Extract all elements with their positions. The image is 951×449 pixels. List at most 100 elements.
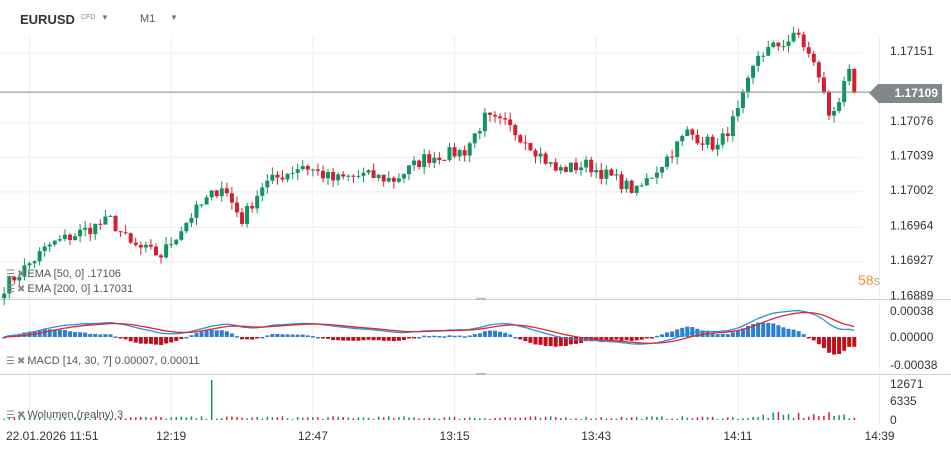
volume-bar (661, 416, 663, 420)
candle-body (685, 129, 690, 136)
volume-bar (787, 414, 790, 420)
candle-body (245, 205, 250, 224)
volume-bar (666, 418, 668, 420)
volume-bar (352, 418, 355, 420)
macd-histogram-bar (73, 332, 78, 337)
volume-bar (337, 416, 339, 420)
volume-bar (322, 418, 324, 420)
macd-histogram-bar (407, 337, 411, 339)
menu-icon[interactable]: ☰ (6, 356, 15, 367)
menu-icon[interactable]: ☰ (6, 284, 15, 295)
macd-histogram-bar (751, 324, 756, 337)
volume-bar (615, 418, 618, 420)
volume-bar (448, 416, 451, 420)
volume-bar (48, 418, 51, 420)
volume-bar (463, 418, 466, 420)
candle-body (255, 195, 260, 209)
candle-body (735, 107, 740, 117)
close-icon[interactable]: ✖ (16, 356, 26, 367)
volume-bar (403, 416, 405, 420)
macd-histogram-bar (391, 337, 396, 342)
volume-bar (641, 419, 643, 420)
candle-body (128, 233, 133, 243)
symbol-selector[interactable]: EURUSD (20, 12, 75, 27)
candle-body (634, 185, 639, 193)
macd-tick-label: 0.00000 (890, 330, 934, 344)
volume-bar (418, 418, 420, 420)
candle-body (761, 55, 766, 57)
macd-histogram-bar (98, 334, 103, 337)
candle-body (159, 255, 164, 258)
macd-histogram-bar (159, 337, 164, 346)
macd-histogram-bar (675, 329, 680, 337)
macd-histogram-bar (361, 337, 366, 341)
macd-histogram-bar (558, 337, 563, 347)
volume-bar (524, 417, 527, 420)
candle-body (204, 197, 209, 205)
macd-histogram-bar (771, 323, 776, 337)
volume-bar (165, 418, 167, 420)
volume-bar (114, 418, 117, 420)
macd-histogram-bar (376, 337, 381, 341)
macd-histogram-bar (47, 329, 52, 337)
volume-bar (246, 418, 248, 420)
candle-body (229, 193, 234, 203)
macd-histogram-bar (801, 334, 806, 337)
candle-body (776, 42, 781, 47)
candle-body (675, 141, 680, 157)
macd-histogram-bar (280, 334, 285, 337)
volume-bar (200, 416, 203, 420)
candle-body (143, 244, 148, 248)
last-price-tag: 1.17109 (869, 84, 942, 103)
macd-histogram-bar (685, 326, 690, 337)
timeframe-selector[interactable]: M1 (140, 13, 156, 25)
candle-body (629, 180, 634, 193)
candle-body (472, 133, 477, 144)
macd-histogram-bar (240, 337, 245, 340)
close-icon[interactable]: ✖ (16, 269, 26, 280)
candle-body (821, 77, 826, 93)
candle-body (553, 162, 558, 171)
timeframe-dropdown-icon[interactable]: ▼ (170, 13, 178, 22)
candle-body (2, 293, 7, 299)
macd-histogram-bar (300, 334, 305, 337)
macd-histogram-bar (275, 333, 280, 337)
macd-histogram-bar (396, 337, 401, 341)
candle-body (42, 246, 47, 252)
macd-histogram-bar (356, 337, 361, 341)
volume-bar (231, 416, 233, 420)
candle-body (781, 46, 786, 48)
macd-histogram-bar (670, 331, 675, 337)
candle-body (609, 169, 614, 176)
volume-bar (226, 416, 228, 420)
candle-body (579, 167, 584, 171)
volume-bar (54, 418, 56, 420)
price-tick-label: 1.16927 (890, 253, 934, 267)
menu-icon[interactable]: ☰ (6, 410, 15, 421)
volume-bar (752, 416, 754, 420)
symbol-dropdown-icon[interactable]: ▼ (101, 13, 109, 22)
volume-bar (590, 418, 592, 420)
macd-histogram-bar (234, 336, 239, 338)
volume-bar (59, 417, 61, 420)
volume-bar (408, 417, 410, 420)
menu-icon[interactable]: ☰ (6, 269, 15, 280)
candle-body (432, 157, 437, 163)
candle-body (47, 244, 52, 247)
close-icon[interactable]: ✖ (16, 284, 26, 295)
volume-bar (575, 418, 577, 420)
volume-bar (782, 414, 785, 420)
candle-body (12, 276, 17, 281)
volume-bar (762, 414, 764, 420)
volume-bar (291, 418, 294, 420)
candle-body (457, 150, 462, 157)
macd-histogram-bar (255, 337, 260, 339)
candle-body (558, 167, 563, 171)
macd-histogram-bar (229, 333, 234, 337)
macd-histogram-bar (756, 322, 761, 337)
candle-body (108, 215, 113, 217)
close-icon[interactable]: ✖ (16, 410, 26, 421)
candle-body (487, 112, 492, 115)
candle-body (174, 239, 179, 245)
